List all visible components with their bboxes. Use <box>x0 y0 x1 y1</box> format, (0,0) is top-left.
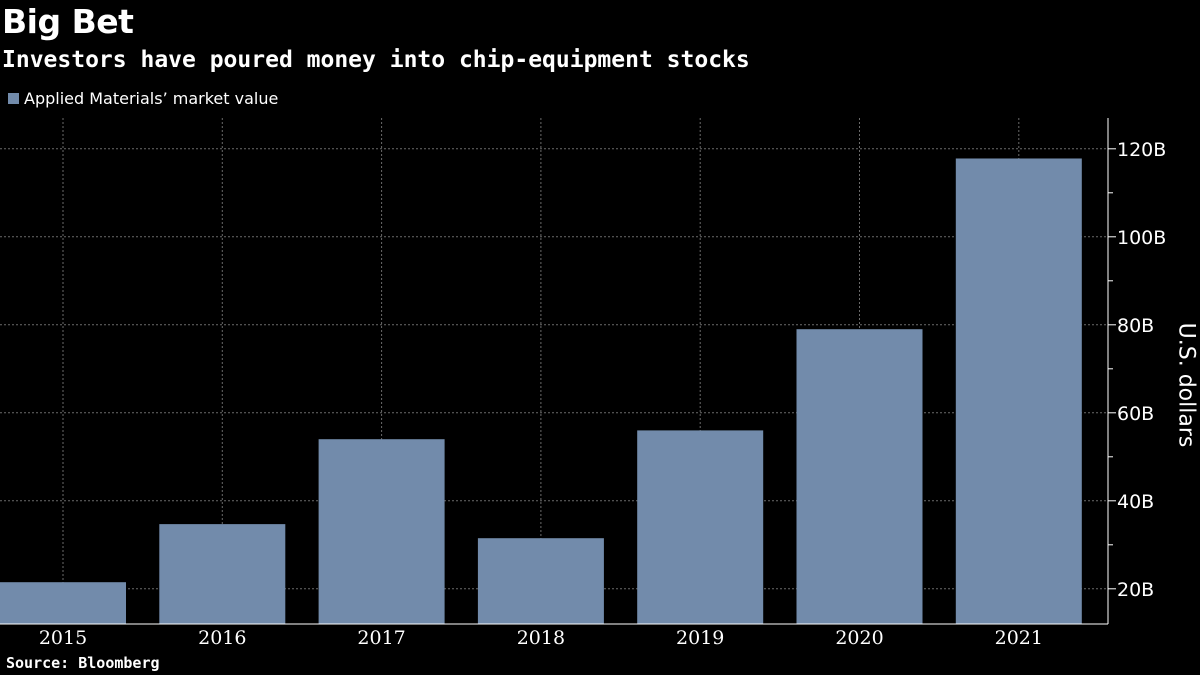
legend-swatch <box>8 93 19 104</box>
x-tick-label: 2021 <box>995 627 1043 649</box>
bar <box>159 524 286 624</box>
x-tick-label: 2015 <box>39 627 87 649</box>
y-tick-label: 60B <box>1117 403 1154 425</box>
x-tick-label: 2017 <box>357 627 405 649</box>
y-tick-label: 120B <box>1117 139 1166 161</box>
y-tick-label: 100B <box>1117 227 1166 249</box>
bar <box>955 158 1082 625</box>
y-tick-label: 40B <box>1117 491 1154 513</box>
bar <box>637 430 764 624</box>
y-axis-label: U.S. dollars <box>1173 322 1199 448</box>
bar <box>477 538 604 624</box>
legend-label: Applied Materials’ market value <box>24 89 279 108</box>
y-tick-label: 80B <box>1117 315 1154 337</box>
x-tick-label: 2020 <box>835 627 883 649</box>
x-tick-label: 2016 <box>198 627 246 649</box>
x-tick-label: 2018 <box>517 627 565 649</box>
y-tick-label: 20B <box>1117 579 1154 601</box>
legend: Applied Materials’ market value <box>8 89 278 108</box>
x-tick-label: 2019 <box>676 627 724 649</box>
bar <box>0 582 126 624</box>
source-note: Source: Bloomberg <box>6 654 160 672</box>
bar <box>318 439 445 624</box>
bar <box>796 329 923 624</box>
chart-subtitle: Investors have poured money into chip-eq… <box>2 47 750 73</box>
chart-title: Big Bet <box>2 2 134 41</box>
